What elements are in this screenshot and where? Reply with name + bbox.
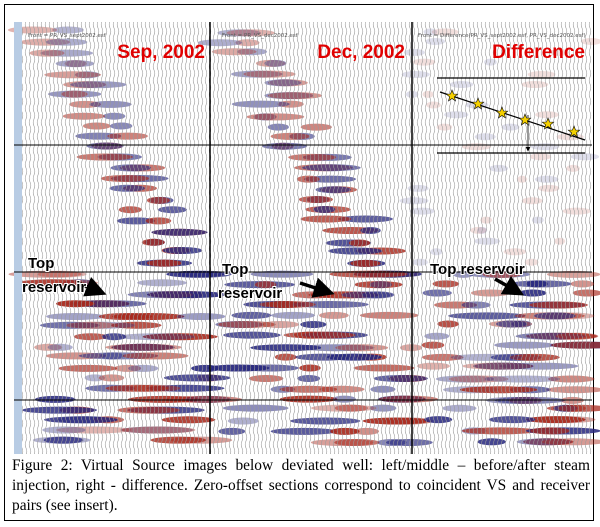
panel-title: Sep, 2002 (117, 42, 205, 63)
panel-title: Dec, 2002 (317, 42, 405, 63)
seismic-figure: Front = PR_VS_sept2002.esf Sep, 2002 Top re… (0, 0, 600, 527)
annotation: Top (28, 255, 54, 272)
wiggle-traces (14, 22, 592, 454)
annotation: reservoir (22, 279, 86, 296)
panel-title: Difference (492, 42, 585, 63)
annotation: reservoir (218, 285, 282, 302)
figure-caption: Figure 2: Virtual Source images below de… (12, 456, 590, 516)
panel-header: Front = Difference(PR_VS_sept2002.esf, P… (418, 33, 586, 39)
figure-page: Front = PR_VS_sept2002.esf Sep, 2002 Top re… (0, 0, 600, 527)
panel-header: Front = PR_VS_dec2002.esf (222, 33, 299, 39)
depth-axis-strip (14, 22, 22, 454)
panel-header: Front = PR_VS_sept2002.esf (28, 33, 107, 39)
annotation: Top (222, 261, 248, 278)
annotation: Top reservoir (430, 261, 525, 278)
